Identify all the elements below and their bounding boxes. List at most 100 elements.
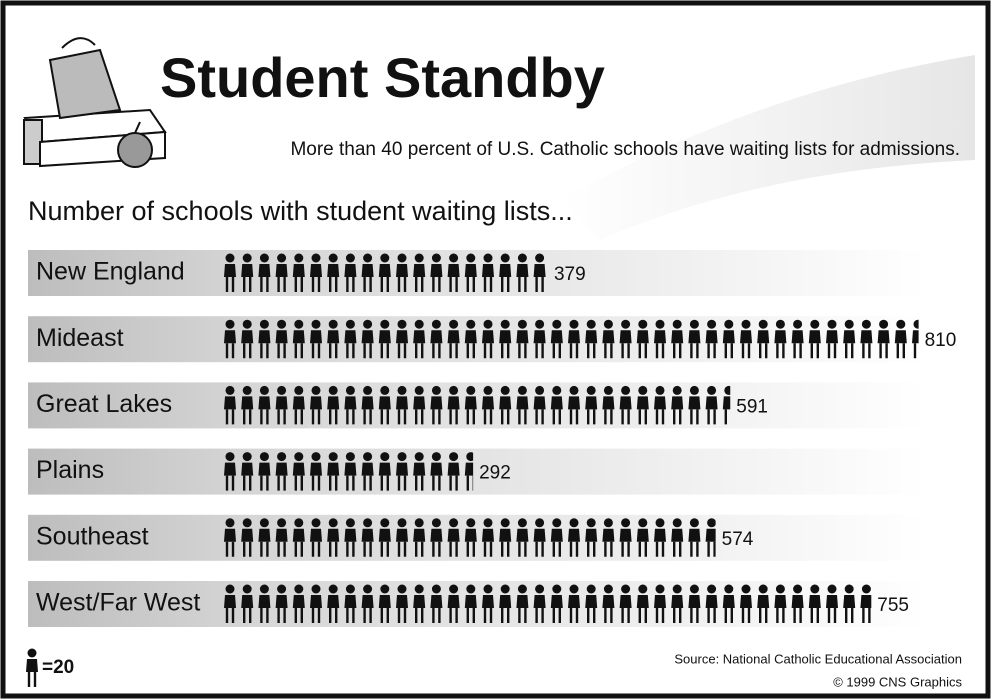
- torso: [551, 595, 563, 608]
- torso: [620, 396, 632, 409]
- head: [621, 585, 630, 594]
- torso: [602, 595, 614, 608]
- head: [380, 452, 389, 461]
- torso: [396, 529, 408, 542]
- head: [449, 320, 458, 329]
- head: [466, 518, 475, 527]
- torso: [585, 529, 597, 542]
- value-label: 591: [736, 396, 768, 417]
- torso: [224, 529, 236, 542]
- head: [552, 585, 561, 594]
- head: [570, 585, 579, 594]
- torso: [516, 529, 528, 542]
- head: [346, 452, 355, 461]
- head: [673, 518, 682, 527]
- head: [570, 518, 579, 527]
- torso: [448, 529, 460, 542]
- value-label: 755: [877, 595, 909, 616]
- torso: [568, 396, 580, 409]
- torso: [499, 396, 511, 409]
- torso: [585, 396, 597, 409]
- torso: [671, 396, 683, 409]
- head: [501, 254, 510, 263]
- torso: [465, 264, 477, 277]
- torso: [327, 595, 339, 608]
- torso: [654, 330, 666, 343]
- torso: [224, 330, 236, 343]
- head: [415, 452, 424, 461]
- head: [449, 386, 458, 395]
- torso: [396, 330, 408, 343]
- head: [845, 320, 854, 329]
- torso: [448, 396, 460, 409]
- torso: [774, 330, 786, 343]
- torso: [465, 595, 477, 608]
- head: [398, 386, 407, 395]
- torso: [276, 463, 288, 476]
- head: [484, 518, 493, 527]
- head: [518, 585, 527, 594]
- head: [449, 585, 458, 594]
- head: [243, 320, 252, 329]
- head: [724, 585, 733, 594]
- head: [346, 518, 355, 527]
- torso: [362, 463, 374, 476]
- page: Student Standby More than 40 percent of …: [0, 0, 991, 699]
- head: [690, 585, 699, 594]
- torso: [448, 463, 460, 476]
- torso: [396, 264, 408, 277]
- torso: [671, 330, 683, 343]
- head: [621, 386, 630, 395]
- head: [294, 386, 303, 395]
- key-label: =20: [42, 657, 74, 678]
- torso: [310, 529, 322, 542]
- torso: [310, 396, 322, 409]
- torso: [293, 264, 305, 277]
- head: [501, 320, 510, 329]
- head: [621, 320, 630, 329]
- head: [587, 386, 596, 395]
- torso: [809, 595, 821, 608]
- torso: [534, 396, 546, 409]
- torso: [774, 595, 786, 608]
- torso: [585, 595, 597, 608]
- head: [294, 585, 303, 594]
- head: [656, 518, 665, 527]
- head: [415, 585, 424, 594]
- head: [518, 320, 527, 329]
- head: [673, 386, 682, 395]
- head: [329, 585, 338, 594]
- head: [294, 452, 303, 461]
- head: [896, 320, 905, 329]
- head: [243, 518, 252, 527]
- head: [346, 585, 355, 594]
- chart: Student Standby More than 40 percent of …: [0, 0, 991, 699]
- torso: [551, 396, 563, 409]
- torso: [327, 330, 339, 343]
- head: [226, 320, 235, 329]
- copyright: © 1999 CNS Graphics: [833, 674, 962, 689]
- torso: [362, 330, 374, 343]
- torso: [723, 595, 735, 608]
- head: [484, 386, 493, 395]
- torso: [516, 396, 528, 409]
- torso: [448, 264, 460, 277]
- torso: [448, 595, 460, 608]
- torso: [895, 330, 907, 343]
- torso: [396, 396, 408, 409]
- torso: [258, 264, 270, 277]
- torso: [413, 330, 425, 343]
- head: [28, 649, 37, 658]
- head: [243, 386, 252, 395]
- torso: [327, 463, 339, 476]
- head: [449, 452, 458, 461]
- torso: [241, 396, 253, 409]
- head: [535, 518, 544, 527]
- head: [243, 254, 252, 263]
- torso: [534, 529, 546, 542]
- torso: [413, 396, 425, 409]
- torso: [602, 529, 614, 542]
- head: [570, 386, 579, 395]
- head: [587, 585, 596, 594]
- head: [363, 585, 372, 594]
